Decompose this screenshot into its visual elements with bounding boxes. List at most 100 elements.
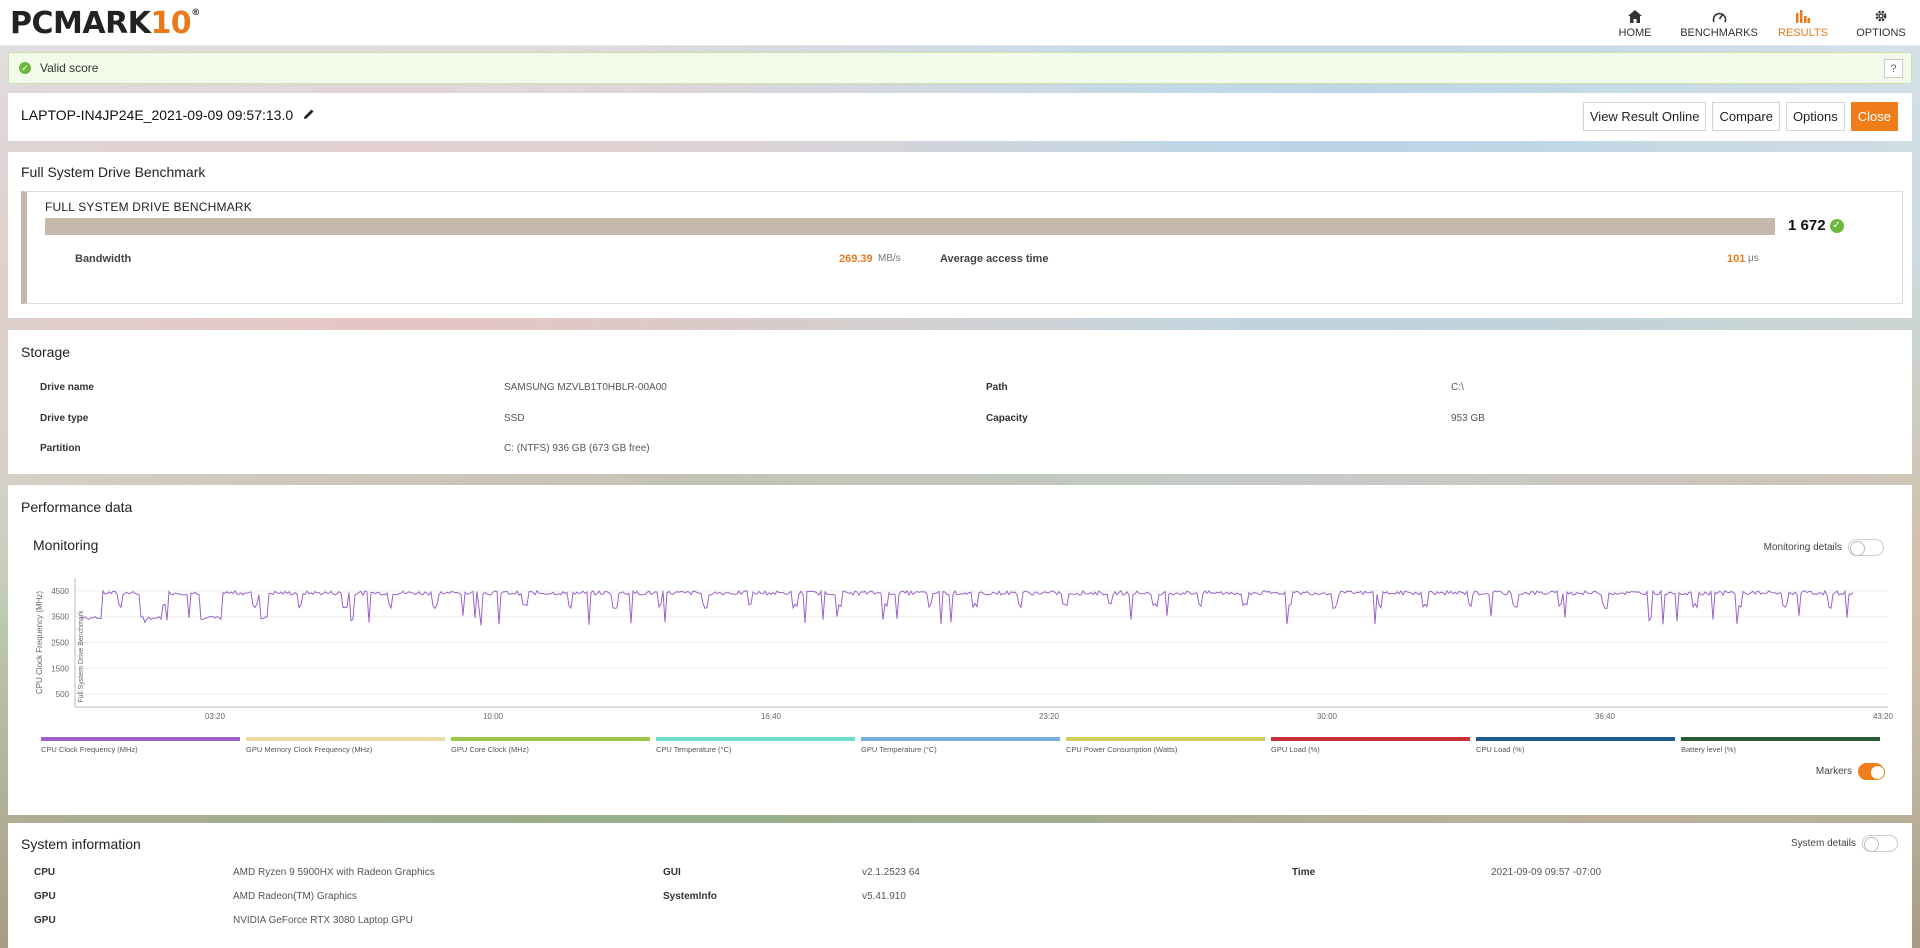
gauge-icon <box>1712 7 1727 25</box>
monitoring-details-control: Monitoring details <box>1764 539 1884 556</box>
result-actions: View Result Online Compare Options Close <box>1582 102 1898 131</box>
drive-name-label: Drive name <box>40 382 94 393</box>
legend-item[interactable]: GPU Temperature (°C) <box>861 737 1060 754</box>
options-button[interactable]: Options <box>1785 102 1845 131</box>
capacity-value: 953 GB <box>1451 413 1485 424</box>
capacity-label: Capacity <box>986 413 1028 424</box>
nav-benchmarks[interactable]: BENCHMARKS <box>1674 0 1764 46</box>
gui-label: GUI <box>663 867 681 878</box>
monitoring-details-label: Monitoring details <box>1763 542 1842 553</box>
marker-label: Full System Drive Benchmark <box>78 610 85 703</box>
markers-control: Markers <box>1815 763 1885 780</box>
bar-chart-icon <box>1796 7 1810 25</box>
legend-item[interactable]: CPU Load (%) <box>1476 737 1675 754</box>
legend-item[interactable]: Battery level (%) <box>1681 737 1880 754</box>
legend-swatch <box>1271 737 1470 741</box>
path-value: C:\ <box>1451 382 1464 393</box>
monitoring-title: Monitoring <box>33 537 99 553</box>
legend-swatch <box>451 737 650 741</box>
legend-label: CPU Temperature (°C) <box>656 745 732 754</box>
y-axis-label: CPU Clock Frequency (MHz) <box>35 591 44 694</box>
partition-label: Partition <box>40 443 81 454</box>
x-tick-label: 30:00 <box>1317 712 1338 721</box>
gpu2-label: GPU <box>34 915 56 926</box>
benchmark-card: FULL SYSTEM DRIVE BENCHMARK 1 672 ✓ Band… <box>21 191 1903 304</box>
legend-swatch <box>656 737 855 741</box>
nav-options-label: OPTIONS <box>1856 27 1906 39</box>
bandwidth-value: 269.39 <box>839 253 873 265</box>
monitoring-details-toggle[interactable] <box>1848 539 1884 556</box>
path-label: Path <box>986 382 1008 393</box>
legend-label: GPU Memory Clock Frequency (MHz) <box>246 745 373 754</box>
performance-title: Performance data <box>21 499 133 515</box>
app-logo: PCMARK 10 ® <box>10 6 200 41</box>
gpu2-value: NVIDIA GeForce RTX 3080 Laptop GPU <box>233 915 413 926</box>
x-tick-label: 16:40 <box>761 712 782 721</box>
legend-label: CPU Load (%) <box>1476 745 1525 754</box>
time-label: Time <box>1292 867 1316 878</box>
nav-home[interactable]: HOME <box>1596 0 1674 46</box>
legend-item[interactable]: GPU Load (%) <box>1271 737 1470 754</box>
chart-legend: CPU Clock Frequency (MHz) GPU Memory Cloc… <box>41 737 1891 754</box>
nav-results[interactable]: RESULTS <box>1764 0 1842 46</box>
y-tick-label: 2500 <box>51 639 69 648</box>
help-button[interactable]: ? <box>1884 59 1903 78</box>
top-bar: PCMARK 10 ® HOME BENCHMARKS RESULTS OPTION… <box>0 0 1920 46</box>
legend-label: CPU Power Consumption (Watts) <box>1066 745 1178 754</box>
gpu-value: AMD Radeon(TM) Graphics <box>233 891 357 902</box>
storage-title: Storage <box>21 344 71 360</box>
logo-text: PCMARK <box>10 6 151 41</box>
drive-type-value: SSD <box>504 413 525 424</box>
legend-label: GPU Load (%) <box>1271 745 1320 754</box>
nav-home-label: HOME <box>1618 27 1652 39</box>
score-bar <box>45 218 1775 235</box>
nav-results-label: RESULTS <box>1778 27 1828 39</box>
valid-score-text: Valid score <box>40 61 99 75</box>
system-details-control: System details <box>1791 835 1898 852</box>
storage-panel: Storage Drive name SAMSUNG MZVLB1T0HBLR-… <box>8 330 1912 474</box>
view-result-online-button[interactable]: View Result Online <box>1582 102 1707 131</box>
nav-options[interactable]: OPTIONS <box>1842 0 1920 46</box>
system-details-toggle[interactable] <box>1862 835 1898 852</box>
legend-swatch <box>861 737 1060 741</box>
legend-label: GPU Core Clock (MHz) <box>451 745 529 754</box>
legend-item[interactable]: GPU Core Clock (MHz) <box>451 737 650 754</box>
system-info-panel: System information System details CPU AM… <box>8 823 1912 948</box>
legend-label: CPU Clock Frequency (MHz) <box>41 745 138 754</box>
performance-panel: Performance data Monitoring Monitoring d… <box>8 485 1912 815</box>
bandwidth-unit: MB/s <box>878 253 901 264</box>
logo-number: 10 <box>150 6 192 41</box>
gpu-label: GPU <box>34 891 56 902</box>
y-tick-label: 500 <box>56 690 70 699</box>
y-tick-label: 3500 <box>51 613 69 622</box>
drive-type-label: Drive type <box>40 413 89 424</box>
home-icon <box>1628 7 1642 25</box>
compare-button[interactable]: Compare <box>1712 102 1780 131</box>
x-tick-label: 36:40 <box>1595 712 1616 721</box>
access-time-unit: μs <box>1748 253 1759 264</box>
system-details-label: System details <box>1790 838 1856 849</box>
close-button[interactable]: Close <box>1850 102 1898 131</box>
result-name-text: LAPTOP-IN4JP24E_2021-09-09 09:57:13.0 <box>21 107 294 123</box>
pencil-icon[interactable] <box>303 107 315 123</box>
gui-value: v2.1.2523 64 <box>862 867 920 878</box>
main-nav: HOME BENCHMARKS RESULTS OPTIONS <box>1596 0 1920 46</box>
markers-toggle[interactable] <box>1858 763 1885 780</box>
logo-reg: ® <box>191 8 200 18</box>
monitoring-chart: 4500 3500 2500 1500 500 CPU Clock Frequency (… <box>35 578 1894 721</box>
legend-item[interactable]: CPU Temperature (°C) <box>656 737 855 754</box>
legend-swatch <box>1066 737 1265 741</box>
legend-item[interactable]: GPU Memory Clock Frequency (MHz) <box>246 737 445 754</box>
markers-label: Markers <box>1815 766 1852 777</box>
access-time-value: 101 <box>1727 253 1746 265</box>
result-name: LAPTOP-IN4JP24E_2021-09-09 09:57:13.0 <box>21 107 315 123</box>
access-time-label: Average access time <box>940 253 1049 265</box>
series-line-cpu-clock <box>80 589 1854 626</box>
check-icon: ✓ <box>19 62 31 74</box>
legend-item[interactable]: CPU Clock Frequency (MHz) <box>41 737 240 754</box>
legend-item[interactable]: CPU Power Consumption (Watts) <box>1066 737 1265 754</box>
gear-icon <box>1874 7 1888 25</box>
nav-benchmarks-label: BENCHMARKS <box>1680 27 1758 39</box>
systeminfo-label: SystemInfo <box>663 891 717 902</box>
bandwidth-label: Bandwidth <box>75 253 132 265</box>
